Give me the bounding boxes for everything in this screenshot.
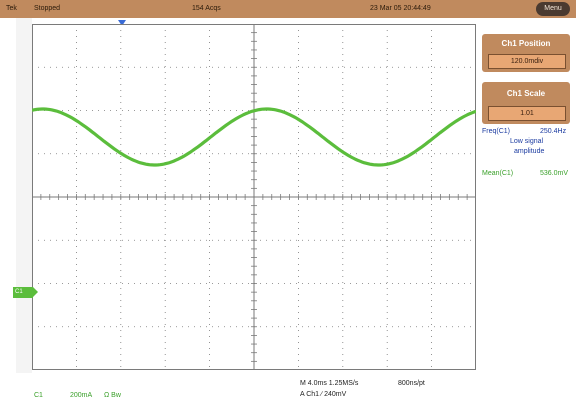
trigger-position-icon [118,20,126,26]
ch1-scale-panel[interactable]: Ch1 Scale 1.01 [482,82,570,124]
ch1-position-value[interactable]: 120.0mdiv [488,54,566,69]
ch1-coupling: Ω Bw [104,392,121,399]
freq-label: Freq(C1) [482,128,511,135]
left-gutter [16,18,32,373]
freq-value: 250.4Hz [540,128,567,135]
acquisition-count: 154 Acqs [192,5,221,12]
ch1-ground-marker[interactable]: C1 [13,287,38,298]
waveform-display[interactable] [32,24,476,370]
run-state: Stopped [34,5,61,12]
status-bar: Tek Stopped 154 Acqs 23 Mar 05 20:44:49 … [0,0,576,18]
datetime: 23 Mar 05 20:44:49 [370,5,431,12]
ch1-position-title: Ch1 Position [501,39,551,48]
brand-label: Tek [6,5,17,12]
record-length: 800ns/pt [398,380,425,387]
graticule [32,24,476,370]
freq-note-2: amplitude [514,148,545,155]
ch1-position-panel[interactable]: Ch1 Position 120.0mdiv [482,34,570,72]
ch1-waveform [32,107,476,167]
freq-note-1: Low signal [510,138,544,145]
ch1-scale: 200mA [70,392,93,399]
ch1-scale-value[interactable]: 1.01 [488,106,566,121]
mean-value: 536.0mV [540,170,569,177]
mean-label: Mean(C1) [482,170,514,177]
timebase: M 4.0ms 1.25MS/s [300,380,359,387]
trigger-readout: A Ch1 ∕ 240mV [300,391,347,398]
menu-button[interactable]: Menu [536,2,570,16]
ch1-label: C1 [34,392,43,399]
side-menu: Ch1 Position 120.0mdiv Ch1 Scale 1.01 [482,34,572,204]
ch1-scale-title: Ch1 Scale [506,89,546,98]
